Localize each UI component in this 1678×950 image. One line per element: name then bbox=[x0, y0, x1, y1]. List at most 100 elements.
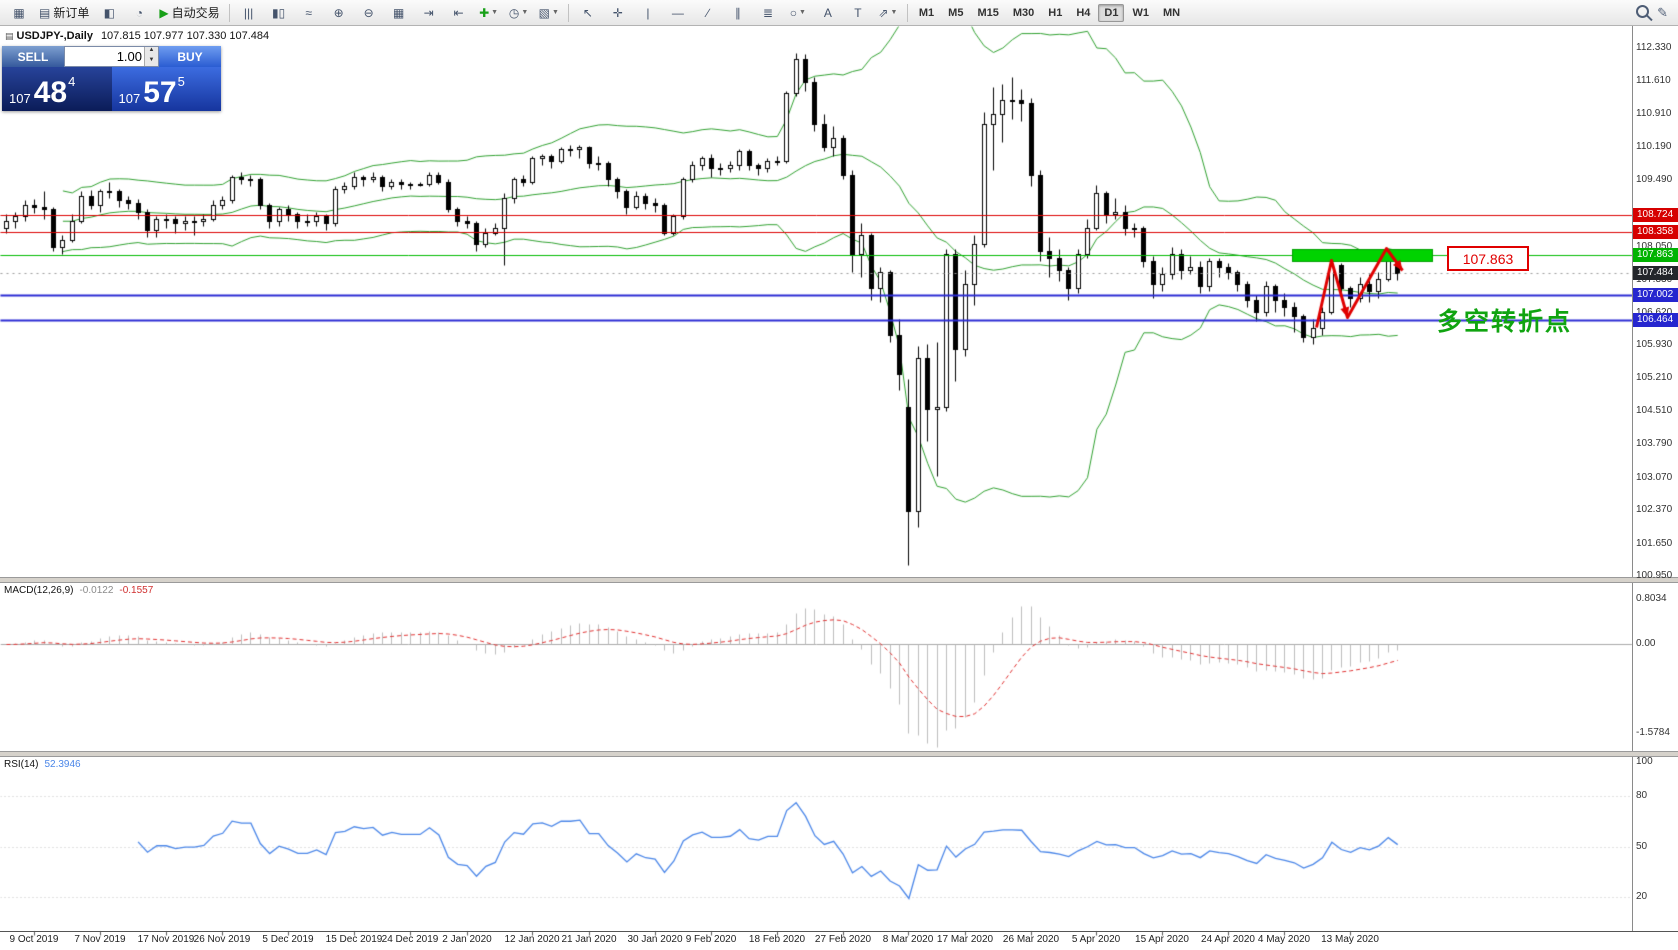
date-axis-label: 5 Dec 2019 bbox=[262, 934, 314, 945]
sell-button[interactable]: SELL bbox=[2, 46, 64, 67]
price-axis-label: 105.210 bbox=[1636, 372, 1673, 383]
one-click-trading-panel: SELL ▲ ▼ BUY 107 48 4 107 57 5 bbox=[2, 46, 221, 111]
cursor-icon: ↖ bbox=[582, 5, 593, 20]
price-tag: 106.464 bbox=[1633, 313, 1678, 327]
search-icon[interactable] bbox=[1636, 5, 1650, 18]
vertical-line-icon[interactable]: | bbox=[634, 2, 662, 24]
crosshair-icon[interactable]: ✛ bbox=[604, 2, 632, 24]
date-axis-label: 17 Nov 2019 bbox=[137, 934, 195, 945]
templates-icon[interactable]: ▧ ▼ bbox=[535, 2, 563, 24]
rsi-axis-label: 100 bbox=[1636, 756, 1653, 767]
price-axis-label: 103.790 bbox=[1636, 438, 1673, 449]
volume-down-icon[interactable]: ▼ bbox=[145, 56, 158, 66]
arrows-icon[interactable]: ⇗ ▼ bbox=[874, 2, 902, 24]
price-axis-separator bbox=[1632, 26, 1633, 931]
panel-splitter-rsi[interactable] bbox=[0, 751, 1678, 757]
chart-header: ▤ USDJPY-,Daily 107.815 107.977 107.330 10… bbox=[5, 30, 269, 42]
price-axis-label: 104.510 bbox=[1636, 405, 1673, 416]
toolbar-separator bbox=[567, 3, 569, 22]
date-axis-label: 18 Feb 2020 bbox=[748, 934, 806, 945]
date-axis-label: 13 May 2020 bbox=[1321, 934, 1379, 945]
new-order-button[interactable]: ▤ 新订单 bbox=[35, 2, 93, 24]
date-axis-label: 8 Mar 2020 bbox=[882, 934, 934, 945]
toolbar-separator bbox=[906, 3, 908, 22]
tile-windows-icon[interactable]: ▦ bbox=[385, 2, 413, 24]
timeframe-m15-button[interactable]: M15 bbox=[977, 6, 999, 19]
date-axis-label: 2 Jan 2020 bbox=[442, 934, 492, 945]
candlestick-chart-icon: ▮▯ bbox=[272, 5, 286, 20]
panel-splitter-macd[interactable] bbox=[0, 577, 1678, 583]
price-tag: 107.002 bbox=[1633, 288, 1678, 302]
timeframe-w1-button[interactable]: W1 bbox=[1132, 6, 1149, 19]
price-axis-label: 108.050 bbox=[1636, 241, 1673, 252]
periods-icon[interactable]: ◷ ▼ bbox=[505, 2, 533, 24]
date-axis-label: 9 Feb 2020 bbox=[685, 934, 737, 945]
timeframe-m5-button[interactable]: M5 bbox=[948, 6, 964, 19]
timeframe-m1-button[interactable]: M1 bbox=[918, 6, 935, 19]
macd-main-value: -0.0122 bbox=[79, 585, 114, 596]
tile-windows-icon: ▦ bbox=[392, 5, 405, 20]
timeframe-h4-button[interactable]: H4 bbox=[1076, 6, 1091, 19]
rsi-axis-label: 20 bbox=[1636, 891, 1648, 902]
timeframe-mn-button[interactable]: MN bbox=[1162, 6, 1181, 19]
volume-box: ▲ ▼ bbox=[64, 46, 159, 67]
timeframe-h1-button[interactable]: H1 bbox=[1048, 6, 1063, 19]
buy-button[interactable]: BUY bbox=[159, 46, 221, 67]
chart-shift-icon: ⇤ bbox=[453, 5, 464, 20]
indicators-icon: ✚ bbox=[479, 5, 490, 20]
price-axis-label: 102.370 bbox=[1636, 504, 1673, 515]
autotrading-label: 自动交易 bbox=[171, 6, 220, 20]
fibonacci-icon[interactable]: ≣ bbox=[754, 2, 782, 24]
channel-icon[interactable]: ∥ bbox=[724, 2, 752, 24]
macd-name: MACD(12,26,9) bbox=[4, 585, 74, 596]
price-callout-label: 107.863 bbox=[1447, 246, 1529, 271]
profiles-icon[interactable]: ◧ bbox=[95, 2, 123, 24]
auto-scroll-icon[interactable]: ⇥ bbox=[415, 2, 443, 24]
trendline-icon[interactable]: ∕ bbox=[694, 2, 722, 24]
candlestick-chart-icon[interactable]: ▮▯ bbox=[265, 2, 293, 24]
buy-price-base: 107 bbox=[118, 90, 141, 106]
new-chart-icon[interactable]: ▦ bbox=[5, 2, 33, 24]
text-icon[interactable]: A bbox=[814, 2, 842, 24]
chart-icon: ▤ bbox=[5, 31, 14, 41]
line-chart-icon[interactable]: ≈ bbox=[295, 2, 323, 24]
price-axis-label: 110.910 bbox=[1636, 108, 1672, 119]
price-axis-label: 106.620 bbox=[1636, 307, 1672, 318]
channel-icon: ∥ bbox=[734, 5, 741, 20]
timeframe-d1-button[interactable]: D1 bbox=[1098, 3, 1125, 22]
rsi-value: 52.3946 bbox=[44, 759, 81, 770]
date-axis-label: 17 Mar 2020 bbox=[936, 934, 994, 945]
sell-price-base: 107 bbox=[9, 90, 31, 106]
autotrading-button[interactable]: ▶ 自动交易 bbox=[155, 2, 223, 24]
date-axis-label: 21 Jan 2020 bbox=[561, 934, 617, 945]
volume-input[interactable] bbox=[65, 47, 144, 66]
zoom-in-icon[interactable]: ⊕ bbox=[325, 2, 353, 24]
date-axis-label: 12 Jan 2020 bbox=[504, 934, 560, 945]
horizontal-line-icon[interactable]: ― bbox=[664, 2, 692, 24]
chart-shift-icon[interactable]: ⇤ bbox=[445, 2, 473, 24]
chevron-down-icon: ▼ bbox=[551, 9, 559, 16]
edit-icon[interactable]: ✎ bbox=[1657, 4, 1668, 20]
price-axis-label: 110.190 bbox=[1636, 141, 1672, 152]
horizontal-line-icon: ― bbox=[671, 5, 684, 20]
rsi-axis-label: 80 bbox=[1636, 790, 1648, 801]
macd-label: MACD(12,26,9) -0.0122 -0.1557 bbox=[4, 585, 153, 596]
timeframe-m30-button[interactable]: M30 bbox=[1012, 6, 1035, 19]
sell-price-point: 4 bbox=[68, 74, 76, 89]
buy-price-point: 5 bbox=[177, 74, 185, 89]
volume-up-icon[interactable]: ▲ bbox=[145, 47, 158, 57]
vertical-line-icon: | bbox=[646, 5, 650, 20]
indicators-icon[interactable]: ✚ ▼ bbox=[475, 2, 503, 24]
cursor-icon[interactable]: ↖ bbox=[574, 2, 602, 24]
sell-price-display[interactable]: 107 48 4 bbox=[2, 67, 112, 111]
alerts-icon[interactable]: ◔ bbox=[125, 2, 153, 24]
date-axis-label: 30 Jan 2020 bbox=[627, 934, 683, 945]
bar-chart-icon[interactable]: ||| bbox=[235, 2, 263, 24]
bull-bear-turning-point-note: 多空转折点 bbox=[1437, 308, 1573, 336]
zoom-out-icon[interactable]: ⊖ bbox=[355, 2, 383, 24]
shapes-icon[interactable]: ○ ▼ bbox=[784, 2, 812, 24]
text-label-icon[interactable]: T bbox=[844, 2, 872, 24]
buy-price-display[interactable]: 107 57 5 bbox=[111, 67, 221, 111]
